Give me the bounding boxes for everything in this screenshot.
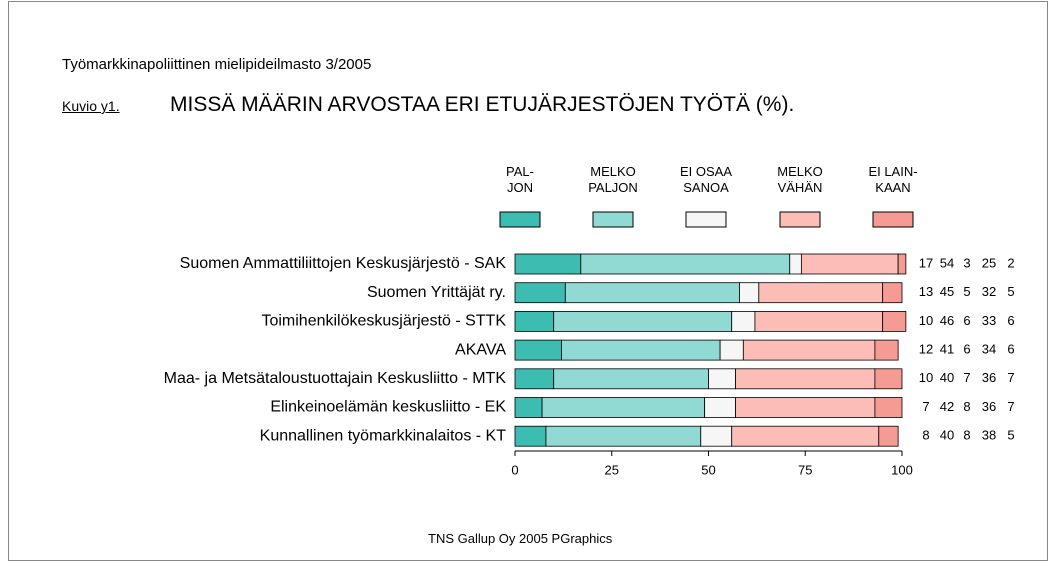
x-tick-label: 100	[891, 462, 913, 477]
value-label: 40	[940, 370, 954, 385]
bar-segment	[789, 253, 802, 275]
bar-segment	[882, 310, 907, 332]
chart-title: MISSÄ MÄÄRIN ARVOSTAA ERI ETUJÄRJESTÖJEN…	[170, 93, 795, 116]
bar-segment	[874, 339, 899, 361]
legend-label: EI OSAA SANOA	[679, 164, 733, 195]
footer: TNS Gallup Oy 2005 PGraphics	[428, 531, 613, 546]
value-label: 36	[982, 370, 996, 385]
bar-segment	[514, 253, 582, 275]
bar-segment	[541, 397, 706, 418]
value-label: 7	[963, 370, 970, 385]
value-label: 40	[940, 428, 954, 443]
bar-segment	[514, 368, 555, 390]
bar-segment	[882, 282, 903, 304]
legend-swatch	[592, 211, 634, 228]
bar-segment	[739, 282, 760, 304]
bar-segment	[514, 397, 543, 418]
bar-segment	[514, 310, 555, 332]
value-label: 34	[982, 342, 996, 357]
bar-segment	[758, 282, 884, 304]
value-label: 6	[1007, 313, 1014, 328]
value-label: 8	[922, 428, 929, 443]
value-label: 12	[919, 342, 933, 357]
legend-swatch	[872, 211, 914, 228]
value-label: 6	[1007, 342, 1014, 357]
category-label: Toimihenkilökeskusjärjestö - STTK	[261, 313, 506, 330]
legend-swatch	[779, 211, 821, 228]
legend-label: MELKO VÄHÄN	[777, 164, 823, 195]
value-label: 7	[922, 399, 929, 414]
value-label: 41	[940, 342, 954, 357]
bar-segment	[878, 425, 899, 447]
value-label: 33	[982, 313, 996, 328]
bar-segment	[800, 253, 899, 275]
bar-segment	[708, 368, 736, 390]
value-label: 8	[963, 399, 970, 414]
value-label: 7	[1007, 399, 1014, 414]
bar-segment	[735, 368, 876, 390]
x-tick-label: 0	[511, 462, 518, 477]
value-label: 13	[919, 284, 933, 299]
value-label: 10	[919, 370, 933, 385]
bar-segment	[731, 425, 880, 447]
bar-segment	[514, 425, 547, 447]
category-label: Suomen Ammattiliittojen Keskusjärjestö -…	[180, 255, 507, 272]
x-tick-label: 75	[798, 462, 812, 477]
x-tick-label: 50	[701, 462, 715, 477]
bar-segment	[874, 397, 903, 418]
value-label: 42	[940, 399, 954, 414]
category-label: Maa- ja Metsätaloustuottajain Keskusliit…	[164, 370, 507, 387]
bar-segment	[704, 397, 736, 418]
bar-segment	[553, 310, 733, 332]
value-label: 6	[963, 313, 970, 328]
bar-segment	[514, 339, 562, 361]
bar-segment	[580, 253, 791, 275]
value-label: 32	[982, 284, 996, 299]
figure-label: Kuvio y1.	[62, 98, 120, 114]
value-label: 5	[1007, 284, 1014, 299]
legend-label: PAL- JON	[506, 164, 534, 195]
category-label: AKAVA	[455, 341, 506, 358]
bar-segment	[874, 368, 903, 390]
bar-segment	[514, 282, 566, 304]
category-label: Kunnallinen työmarkkinalaitos - KT	[260, 427, 507, 444]
value-label: 3	[963, 255, 970, 270]
bar-segment	[561, 339, 721, 361]
bar-segment	[897, 253, 907, 275]
value-label: 8	[963, 428, 970, 443]
bar-segment	[564, 282, 740, 304]
value-label: 38	[982, 428, 996, 443]
bar-segment	[754, 310, 884, 332]
value-label: 7	[1007, 370, 1014, 385]
bar-segment	[553, 368, 709, 390]
legend-label: EI LAIN- KAAN	[868, 164, 918, 195]
category-label: Suomen Yrittäjät ry.	[367, 284, 506, 301]
legend-label: MELKO PALJON	[588, 164, 638, 195]
value-label: 36	[982, 399, 996, 414]
bar-segment	[719, 339, 744, 361]
bar-segment	[742, 339, 876, 361]
bar-segment	[545, 425, 702, 447]
value-label: 2	[1007, 255, 1014, 270]
value-label: 54	[940, 255, 954, 270]
value-label: 46	[940, 313, 954, 328]
value-label: 6	[963, 342, 970, 357]
legend-swatch	[685, 211, 727, 228]
value-label: 17	[919, 255, 933, 270]
bar-segment	[735, 397, 876, 418]
value-label: 5	[963, 284, 970, 299]
bar-segment	[731, 310, 756, 332]
value-label: 10	[919, 313, 933, 328]
bar-segment	[700, 425, 733, 447]
value-label: 25	[982, 255, 996, 270]
value-label: 5	[1007, 428, 1014, 443]
legend-swatch	[499, 211, 541, 228]
supertitle: Työmarkkinapoliittinen mielipideilmasto …	[62, 56, 372, 73]
value-label: 45	[940, 284, 954, 299]
category-label: Elinkeinoelämän keskusliitto - EK	[270, 399, 506, 416]
x-tick-label: 25	[605, 462, 619, 477]
